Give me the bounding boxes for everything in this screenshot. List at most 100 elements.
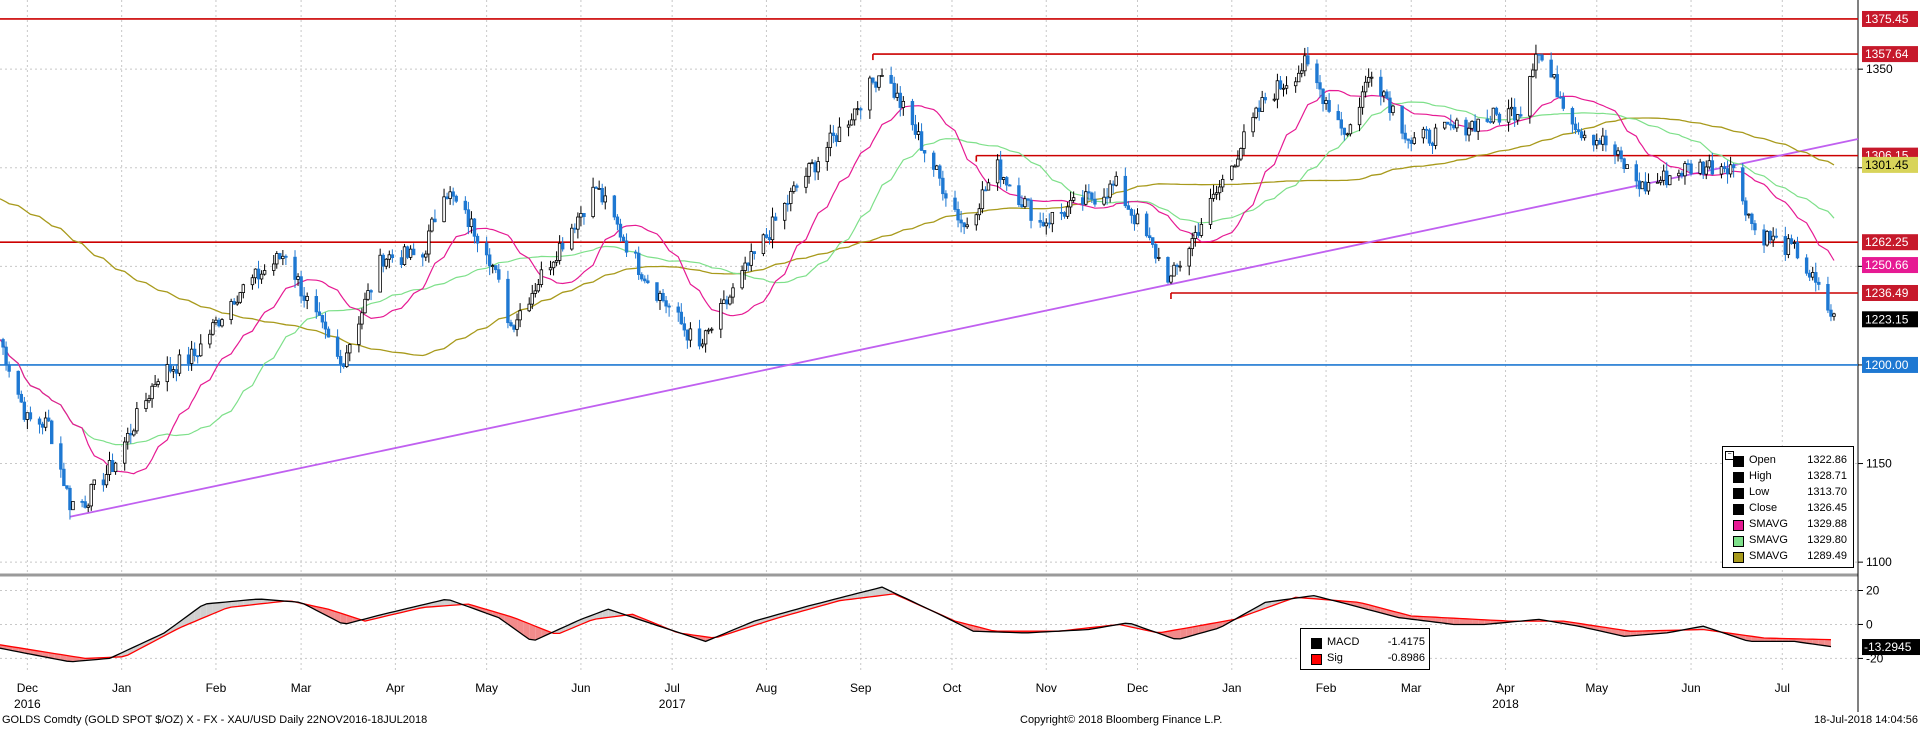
candle-body xyxy=(1321,88,1325,105)
candle-body xyxy=(655,282,659,301)
candle-body xyxy=(475,235,480,244)
candles-group xyxy=(1,44,1836,520)
macd-fill xyxy=(523,621,530,640)
month-tick-label: Jan xyxy=(1222,681,1241,695)
candle-body xyxy=(71,500,75,511)
candle-body xyxy=(1592,134,1596,146)
month-tick-label: Jul xyxy=(664,681,679,695)
macd-fill xyxy=(498,613,505,622)
macd-fill xyxy=(827,599,834,605)
candle-body xyxy=(956,209,960,221)
month-tick-label: Aug xyxy=(756,681,777,695)
macd-fill xyxy=(200,603,207,619)
macd-fill xyxy=(1478,619,1485,625)
candle-body xyxy=(1506,108,1511,123)
candle-body xyxy=(1068,199,1073,208)
macd-fill xyxy=(833,597,840,603)
macd-fill xyxy=(182,615,189,627)
price-tag xyxy=(1862,311,1918,328)
legend-row-low: Low 1313.70 xyxy=(1733,485,1851,500)
candle-body xyxy=(518,310,522,321)
candle-body xyxy=(314,296,319,313)
candle-body xyxy=(192,348,197,357)
legend-swatch xyxy=(1733,552,1744,563)
macd-fill xyxy=(1192,625,1199,636)
macd-fill xyxy=(127,647,134,656)
candle-body xyxy=(579,213,583,218)
macd-fill xyxy=(54,653,61,661)
candle-body xyxy=(421,254,425,258)
candle-body xyxy=(536,284,541,292)
candle-body xyxy=(1804,257,1809,274)
candle-body xyxy=(1257,107,1261,112)
candle-body xyxy=(65,485,69,489)
candle-body xyxy=(554,260,559,263)
candle-body xyxy=(1129,209,1134,216)
candle-body xyxy=(363,298,367,314)
candle-body xyxy=(1701,161,1705,175)
price-chart: Dec Jan Feb Mar Apr May Jun Jul Aug Sep Oct Nov Dec J… xyxy=(0,0,1920,712)
legend-name: Open xyxy=(1749,454,1776,466)
macd-fill xyxy=(1180,628,1187,639)
candle-body xyxy=(241,284,246,293)
candle-body xyxy=(1677,172,1681,177)
macd-y-tick-label: 20 xyxy=(1866,583,1880,597)
candle-body xyxy=(1175,264,1179,267)
candle-body xyxy=(299,276,303,297)
candle-body xyxy=(433,218,437,223)
candle-body xyxy=(679,311,683,325)
candle-body xyxy=(570,227,574,250)
candle-body xyxy=(1768,231,1772,241)
candle-body xyxy=(728,296,732,305)
legend-swatch xyxy=(1311,654,1322,665)
price-legend: − Open 1322.86 High 1328.71 Low 1313.70 … xyxy=(1722,446,1854,568)
candle-body xyxy=(1020,204,1024,208)
candle-body xyxy=(995,159,1000,184)
candle-body xyxy=(1348,124,1353,135)
macd-fill xyxy=(802,605,810,611)
macd-last-tag-label: -13.2945 xyxy=(1864,640,1912,654)
candle-body xyxy=(360,312,364,325)
legend-swatch xyxy=(1311,638,1322,649)
candle-body xyxy=(144,400,148,410)
candle-body xyxy=(1023,198,1027,208)
candle-body xyxy=(1236,158,1240,167)
candle-body xyxy=(1336,111,1340,121)
candle-body xyxy=(938,165,942,179)
candle-body xyxy=(59,443,63,470)
macd-fill xyxy=(559,626,566,634)
month-tick-label: Dec xyxy=(1127,681,1148,695)
candle-body xyxy=(539,269,544,285)
candle-body xyxy=(1792,242,1797,244)
candle-body xyxy=(1741,167,1745,202)
legend-collapse-icon[interactable]: − xyxy=(1725,451,1734,460)
candle-body xyxy=(1427,129,1432,144)
candle-body xyxy=(229,301,233,320)
candle-body xyxy=(889,74,893,84)
candle-body xyxy=(557,242,562,261)
candle-body xyxy=(573,227,577,230)
candle-body xyxy=(147,398,151,402)
legend-row-macd: MACD -1.4175 xyxy=(1311,635,1429,650)
candle-body xyxy=(454,195,458,202)
candle-body xyxy=(1665,170,1669,186)
candle-body xyxy=(1774,235,1778,238)
candle-body xyxy=(101,479,106,486)
candle-body xyxy=(68,487,72,511)
candle-body xyxy=(427,230,431,255)
candle-body xyxy=(953,197,957,210)
candle-body xyxy=(643,278,647,282)
candle-body xyxy=(153,383,157,387)
candle-body xyxy=(1339,119,1343,129)
candle-body xyxy=(1832,313,1836,317)
candle-body xyxy=(916,131,921,135)
candle-body xyxy=(1050,211,1055,225)
macd-fill xyxy=(1812,639,1819,645)
legend-name: SMAVG xyxy=(1749,550,1788,562)
macd-fill xyxy=(1739,634,1746,641)
candle-body xyxy=(25,412,30,420)
candle-body xyxy=(1582,134,1587,139)
macd-fill xyxy=(535,626,542,641)
candle-body xyxy=(1455,119,1459,129)
macd-fill xyxy=(249,599,256,606)
